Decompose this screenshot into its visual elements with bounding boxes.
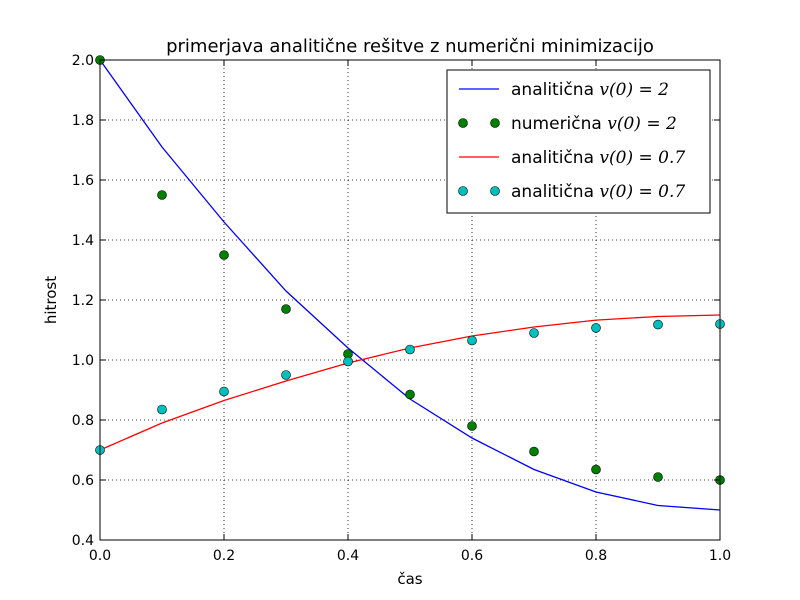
legend-name: analitična: [511, 148, 599, 168]
y-axis-title: hitrost: [42, 276, 60, 324]
legend-name: numerična: [511, 114, 607, 134]
legend-marker-1: [458, 118, 468, 128]
series-point-1: [157, 190, 167, 200]
x-tick-label: 0.6: [461, 548, 483, 564]
legend-math: v(0) = 2: [607, 114, 677, 134]
x-tick-label: 0.8: [585, 548, 607, 564]
series-point-3: [467, 335, 477, 346]
series-line-2: [99, 314, 721, 451]
legend-name: analitična: [511, 182, 599, 202]
series-point-1: [219, 250, 229, 260]
x-tick-label: 0.4: [337, 548, 359, 564]
legend-label-2: analitična v(0) = 0.7: [511, 148, 685, 168]
chart-title: primerjava analitične rešitve z numeričn…: [166, 36, 654, 57]
legend-label-0: analitična v(0) = 2: [511, 80, 669, 100]
y-tick-label: 1.6: [72, 173, 94, 189]
series-point-3: [219, 386, 229, 397]
series-point-1: [653, 472, 663, 482]
series-point-1: [467, 421, 477, 431]
x-tick-label: 1.0: [709, 548, 731, 564]
legend-marker-3: [490, 186, 500, 196]
legend-label-1: numerična v(0) = 2: [511, 114, 677, 134]
series-point-3: [343, 356, 353, 367]
legend-math: v(0) = 0.7: [599, 148, 685, 168]
x-tick-label: 0.2: [213, 548, 235, 564]
legend-name: analitična: [511, 80, 599, 100]
ticks: 0.0 0.2 0.4 0.6 0.8 1.0 0.4 0.6 0.8 1.0 1.2 1.4 1.6 1…: [72, 53, 731, 564]
series-point-3: [653, 319, 663, 330]
y-tick-label: 1.8: [72, 113, 94, 129]
y-tick-label: 0.4: [72, 533, 94, 549]
series-point-3: [281, 370, 291, 380]
legend-math: v(0) = 2: [599, 80, 669, 100]
y-tick-label: 1.4: [72, 233, 94, 249]
legend-math: v(0) = 0.7: [599, 182, 685, 202]
series-layer: [95, 55, 725, 511]
series-point-3: [157, 404, 167, 415]
legend-marker-3: [458, 186, 468, 196]
series-point-1: [281, 304, 291, 314]
series-point-3: [529, 328, 539, 338]
series-point-1: [405, 389, 415, 400]
y-tick-label: 2.0: [72, 53, 94, 69]
x-axis-title: čas: [397, 570, 422, 588]
legend-marker-1: [490, 118, 500, 128]
series-point-1: [529, 446, 539, 457]
series-point-3: [591, 323, 601, 333]
series-point-1: [591, 464, 601, 475]
legend-label-3: analitična v(0) = 0.7: [511, 182, 685, 202]
y-tick-label: 0.8: [72, 413, 94, 429]
y-tick-label: 1.2: [72, 293, 94, 309]
x-tick-label: 0.0: [89, 548, 111, 564]
series-point-3: [405, 344, 415, 355]
y-tick-label: 1.0: [72, 353, 94, 369]
y-tick-label: 0.6: [72, 473, 94, 489]
